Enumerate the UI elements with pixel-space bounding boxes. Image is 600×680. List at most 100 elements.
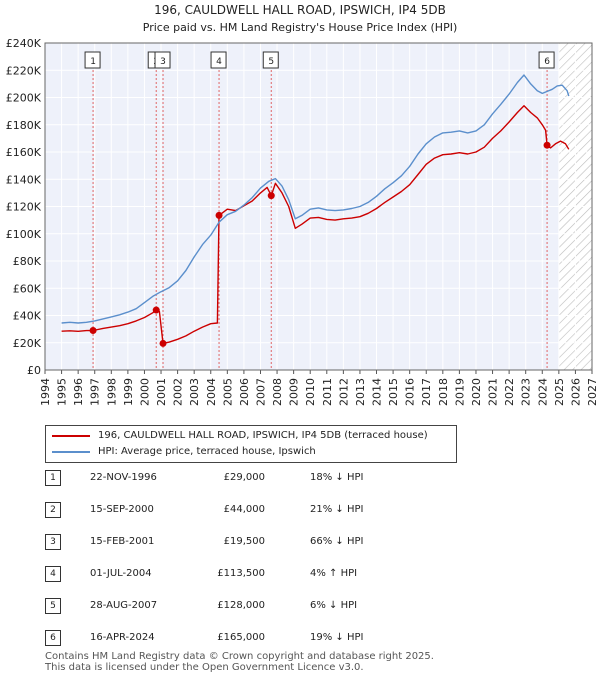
x-tick-label: 2023 (520, 378, 533, 406)
sale-row: 3 15-FEB-2001 £19,500 66% ↓ HPI (0, 532, 600, 552)
x-tick-label: 2001 (155, 378, 168, 406)
x-tick-label: 2005 (221, 378, 234, 406)
x-tick-label: 2015 (387, 378, 400, 406)
sale-number-label: 1 (90, 57, 96, 67)
sale-price: £29,000 (223, 472, 265, 483)
sale-number-box (538, 51, 555, 69)
legend-label-hpi: HPI: Average price, terraced house, Ipsw… (98, 446, 316, 457)
x-tick-label: 2011 (321, 378, 334, 406)
sale-number-label: 4 (216, 57, 222, 67)
sale-price: £165,000 (217, 632, 265, 643)
x-tick-label: 2006 (238, 378, 251, 406)
y-tick-label: £220K (6, 64, 42, 77)
legend-label-price-paid: 196, CAULDWELL HALL ROAD, IPSWICH, IP4 5… (98, 430, 428, 441)
x-tick-label: 2026 (569, 378, 582, 406)
sale-hpi-diff: 18% ↓ HPI (310, 472, 364, 483)
sale-date: 28-AUG-2007 (90, 600, 158, 611)
y-tick-label: £20K (13, 337, 42, 350)
x-tick-label: 2012 (337, 378, 350, 406)
sale-number: 3 (45, 534, 61, 550)
x-tick-label: 1999 (122, 378, 135, 406)
sale-number: 1 (45, 470, 61, 486)
y-tick-label: £60K (13, 282, 42, 295)
x-tick-label: 2010 (304, 378, 317, 406)
sale-hpi-diff: 66% ↓ HPI (310, 536, 364, 547)
legend-swatch-price-paid (52, 435, 90, 437)
sale-point (267, 192, 275, 200)
sale-price: £128,000 (217, 600, 265, 611)
sale-row: 2 15-SEP-2000 £44,000 21% ↓ HPI (0, 500, 600, 520)
x-tick-label: 2018 (437, 378, 450, 406)
x-tick-label: 2002 (172, 378, 185, 406)
chart-legend: 196, CAULDWELL HALL ROAD, IPSWICH, IP4 5… (45, 425, 457, 463)
sale-number-box (210, 51, 227, 69)
sale-price: £19,500 (223, 536, 265, 547)
y-tick-label: £40K (13, 310, 42, 323)
sale-point (152, 306, 160, 314)
sale-number-label: 3 (160, 57, 166, 67)
x-tick-label: 1997 (89, 378, 102, 406)
footer-attribution: Contains HM Land Registry data © Crown c… (45, 651, 434, 673)
sale-date: 15-SEP-2000 (90, 504, 154, 515)
sale-number: 2 (45, 502, 61, 518)
y-tick-label: £160K (6, 146, 42, 159)
x-tick-label: 2020 (470, 378, 483, 406)
y-tick-label: £0 (27, 364, 41, 377)
chart-subtitle: Price paid vs. HM Land Registry's House … (143, 21, 458, 34)
x-tick-label: 2025 (553, 378, 566, 406)
x-tick-label: 2014 (371, 378, 384, 406)
sale-number: 4 (45, 566, 61, 582)
x-tick-label: 2000 (138, 378, 151, 406)
legend-swatch-hpi (52, 451, 90, 453)
sale-price: £113,500 (217, 568, 265, 579)
x-tick-label: 2004 (205, 378, 218, 406)
x-tick-label: 2024 (536, 378, 549, 406)
hpi-line (61, 74, 570, 324)
sale-number: 6 (45, 630, 61, 646)
sale-price: £44,000 (223, 504, 265, 515)
plot-border (44, 42, 593, 371)
x-tick-label: 2027 (586, 378, 599, 406)
sale-point (159, 339, 167, 347)
x-tick-label: 1995 (56, 378, 69, 406)
sale-point (89, 326, 97, 334)
sale-row: 6 16-APR-2024 £165,000 19% ↓ HPI (0, 628, 600, 648)
sale-hpi-diff: 19% ↓ HPI (310, 632, 364, 643)
sale-row: 1 22-NOV-1996 £29,000 18% ↓ HPI (0, 468, 600, 488)
y-tick-label: £100K (6, 228, 42, 241)
footer-line-1: Contains HM Land Registry data © Crown c… (45, 651, 434, 662)
x-tick-label: 2007 (254, 378, 267, 406)
sale-point (215, 211, 223, 219)
x-tick-label: 2008 (271, 378, 284, 406)
x-tick-label: 2017 (420, 378, 433, 406)
sale-number-box (84, 51, 101, 69)
x-tick-label: 2003 (188, 378, 201, 406)
sale-number-box (154, 51, 171, 69)
sale-hpi-diff: 21% ↓ HPI (310, 504, 364, 515)
y-tick-label: £180K (6, 119, 42, 132)
sale-number-label: 5 (268, 57, 274, 67)
x-tick-label: 2016 (404, 378, 417, 406)
sale-date: 15-FEB-2001 (90, 536, 155, 547)
sale-number-label: 6 (544, 57, 550, 67)
sale-hpi-diff: 6% ↓ HPI (310, 600, 358, 611)
x-tick-label: 1998 (105, 378, 118, 406)
sale-number: 5 (45, 598, 61, 614)
x-tick-label: 2022 (503, 378, 516, 406)
sale-number-box (262, 51, 279, 69)
x-tick-label: 2019 (453, 378, 466, 406)
x-tick-label: 2009 (288, 378, 301, 406)
sale-hpi-diff: 4% ↑ HPI (310, 568, 358, 579)
x-tick-label: 1996 (72, 378, 85, 406)
chart-title: 196, CAULDWELL HALL ROAD, IPSWICH, IP4 5… (154, 3, 446, 17)
sale-date: 01-JUL-2004 (90, 568, 152, 579)
sale-row: 4 01-JUL-2004 £113,500 4% ↑ HPI (0, 564, 600, 584)
sale-date: 22-NOV-1996 (90, 472, 157, 483)
y-tick-label: £140K (6, 173, 42, 186)
y-tick-label: £240K (6, 37, 42, 50)
y-tick-label: £120K (6, 201, 42, 214)
x-tick-label: 2021 (487, 378, 500, 406)
x-tick-label: 1994 (39, 378, 52, 406)
y-tick-label: £200K (6, 92, 42, 105)
